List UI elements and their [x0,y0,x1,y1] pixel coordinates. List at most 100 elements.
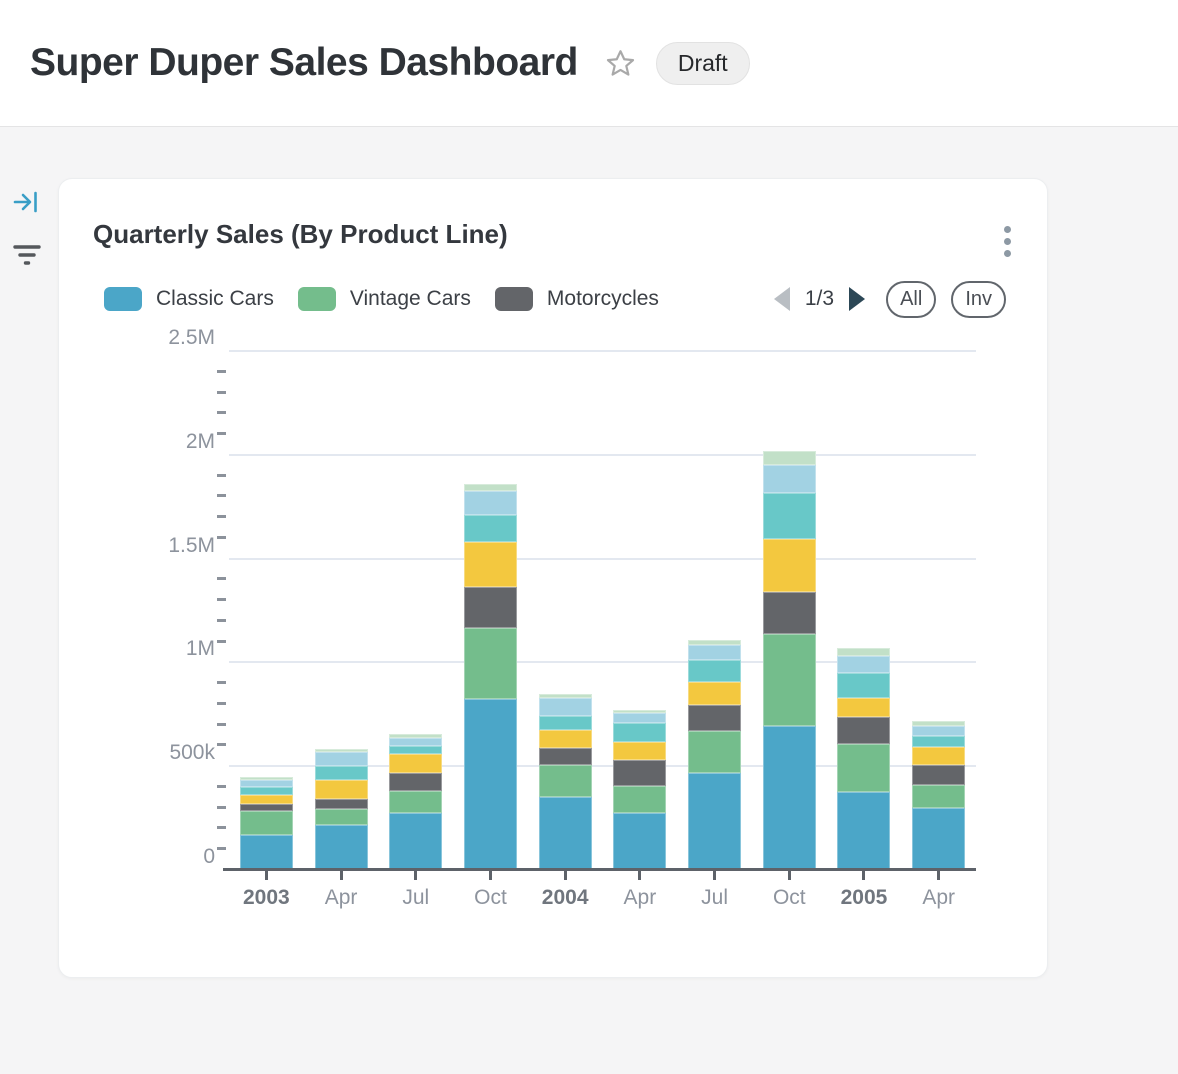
bar-segment-series-6[interactable] [538,698,592,716]
bar-segment-series-6[interactable] [762,465,816,493]
bar-segment-vintage-cars[interactable] [837,744,891,792]
bar-segment-series-5[interactable] [389,746,443,754]
bar-segment-motorcycles[interactable] [239,804,293,811]
bar-segment-vintage-cars[interactable] [538,765,592,797]
bar-segment-series-7[interactable] [613,710,667,713]
bar-segment-vintage-cars[interactable] [912,785,966,808]
bar-segment-classic-cars[interactable] [538,797,592,870]
stacked-bar[interactable] [762,451,816,870]
y-gridline [229,557,976,560]
stacked-bar[interactable] [389,734,443,870]
stacked-bar[interactable] [239,777,293,870]
bar-segment-motorcycles[interactable] [538,748,592,765]
bar-segment-series-7[interactable] [239,777,293,780]
bar-segment-motorcycles[interactable] [912,765,966,785]
bar-segment-motorcycles[interactable] [314,799,368,809]
bar-segment-series-6[interactable] [688,645,742,660]
bar-segment-series-6[interactable] [314,752,368,766]
favorite-star-icon[interactable] [604,46,638,80]
bar-segment-series-5[interactable] [538,716,592,730]
bar-segment-series-6[interactable] [239,780,293,787]
bar-segment-classic-cars[interactable] [463,699,517,870]
bar-segment-series-7[interactable] [912,721,966,726]
bar-segment-series-6[interactable] [837,656,891,673]
legend-item-classic-cars[interactable]: Classic Cars [104,287,274,311]
bar-segment-series-5[interactable] [314,766,368,780]
x-axis-tick [339,871,343,880]
legend-item-motorcycles[interactable]: Motorcycles [494,287,659,311]
bar-segment-vintage-cars[interactable] [239,811,293,835]
bar-segment-series-4[interactable] [912,747,966,765]
x-axis-label: 2004 [541,886,589,909]
stacked-bar[interactable] [688,640,742,870]
legend-prev-arrow-icon[interactable] [773,287,790,311]
bar-segment-series-7[interactable] [389,734,443,738]
bar-segment-vintage-cars[interactable] [314,809,368,825]
bar-segment-motorcycles[interactable] [613,760,667,786]
bar-segment-series-4[interactable] [463,542,517,587]
stacked-bar[interactable] [314,749,368,870]
bar-segment-series-6[interactable] [912,726,966,736]
bar-segment-series-5[interactable] [463,515,517,542]
legend-inv-button[interactable]: Inv [951,280,1006,318]
y-axis-label: 0 [203,845,215,868]
bar-segment-series-5[interactable] [613,723,667,742]
bar-segment-series-6[interactable] [389,738,443,746]
bar-segment-series-4[interactable] [389,754,443,773]
bar-segment-motorcycles[interactable] [688,705,742,731]
bar-segment-series-4[interactable] [239,795,293,804]
stacked-bar[interactable] [912,721,966,870]
bar-segment-classic-cars[interactable] [389,813,443,870]
bar-segment-series-6[interactable] [463,491,517,515]
bar-segment-motorcycles[interactable] [837,717,891,744]
bar-segment-series-4[interactable] [538,730,592,748]
bar-segment-classic-cars[interactable] [688,773,742,870]
bar-segment-series-7[interactable] [762,451,816,465]
filter-icon[interactable] [12,240,42,273]
bar-segment-motorcycles[interactable] [463,587,517,628]
y-minor-tick [217,577,226,581]
bar-segment-series-7[interactable] [314,749,368,752]
bar-segment-series-7[interactable] [688,640,742,645]
bar-segment-series-5[interactable] [837,673,891,698]
bar-segment-vintage-cars[interactable] [688,731,742,773]
bar-segment-motorcycles[interactable] [389,773,443,791]
bar-segment-series-4[interactable] [314,780,368,799]
legend-next-arrow-icon[interactable] [849,287,866,311]
bar-segment-series-4[interactable] [837,698,891,717]
bar-segment-vintage-cars[interactable] [389,791,443,813]
bar-segment-vintage-cars[interactable] [463,628,517,699]
bar-segment-series-5[interactable] [762,493,816,539]
legend-all-button[interactable]: All [886,280,937,318]
bar-segment-classic-cars[interactable] [239,835,293,870]
stacked-bar[interactable] [837,648,891,870]
bar-segment-series-6[interactable] [613,713,667,723]
stacked-bar[interactable] [463,484,517,870]
bar-segment-classic-cars[interactable] [912,808,966,870]
bar-segment-classic-cars[interactable] [762,726,816,870]
y-minor-tick [217,598,226,602]
bar-segment-series-5[interactable] [239,787,293,795]
bar-segment-classic-cars[interactable] [314,825,368,870]
card-menu-kebab-icon[interactable] [993,223,1021,259]
x-axis-cell: Oct [752,870,827,910]
x-axis-cell: Oct [453,870,528,910]
bar-segment-series-5[interactable] [912,736,966,747]
bar-segment-series-7[interactable] [463,484,517,491]
bar-segment-motorcycles[interactable] [762,592,816,634]
bar-segment-vintage-cars[interactable] [613,786,667,813]
bar-segment-vintage-cars[interactable] [762,634,816,726]
legend-item-vintage-cars[interactable]: Vintage Cars [297,287,471,311]
bar-segment-series-7[interactable] [538,694,592,698]
bar-segment-series-7[interactable] [837,648,891,656]
bar-segment-series-4[interactable] [613,742,667,760]
bar-segment-series-4[interactable] [688,682,742,705]
bar-segment-classic-cars[interactable] [613,813,667,870]
y-axis-label: 2.5M [168,326,215,349]
bar-segment-series-4[interactable] [762,539,816,592]
collapse-panel-icon[interactable] [12,188,40,221]
stacked-bar[interactable] [538,694,592,870]
bar-segment-classic-cars[interactable] [837,792,891,870]
bar-segment-series-5[interactable] [688,660,742,682]
stacked-bar[interactable] [613,710,667,870]
